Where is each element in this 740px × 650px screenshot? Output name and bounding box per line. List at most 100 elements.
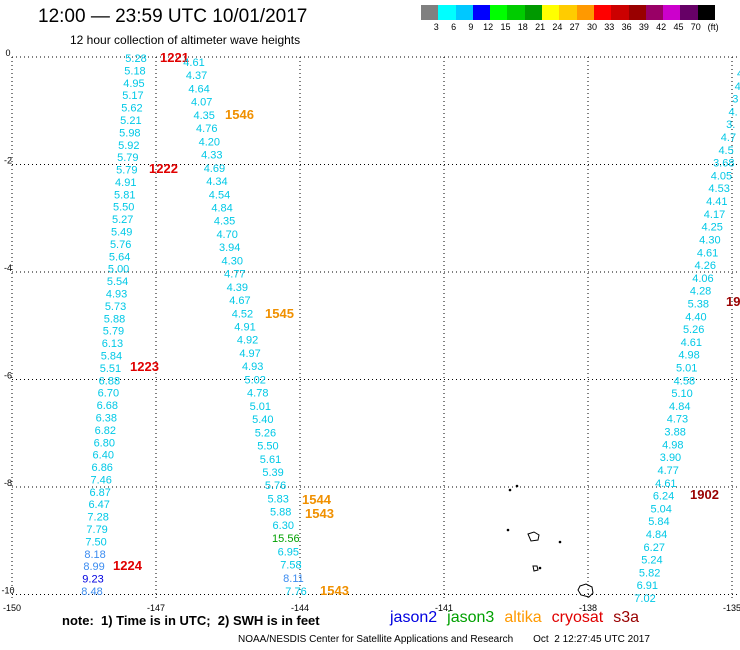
color-scale-label: (ft) <box>707 22 719 32</box>
pass-time-label: 1902 <box>690 487 719 502</box>
altimeter-tracks: 5.285.184.955.175.625.215.985.925.795.79… <box>81 50 740 605</box>
y-tick-label: -6 <box>4 371 12 381</box>
color-swatch <box>438 5 456 20</box>
wave-height-value: 6.27 <box>644 542 665 554</box>
wave-height-value: 5.84 <box>648 516 669 528</box>
wave-height-value: 8.48 <box>81 586 102 598</box>
wave-height-value: 4.53 <box>708 183 729 195</box>
wave-height-value: 4.07 <box>191 97 212 109</box>
wave-height-value: 5.27 <box>112 214 133 226</box>
wave-height-value: 5.83 <box>267 493 288 505</box>
color-scale-label: 45 <box>673 22 684 32</box>
color-scale-label: 27 <box>569 22 580 32</box>
legend-cryosat: cryosat <box>551 609 604 626</box>
track-b: 4.614.374.644.074.354.764.204.334.694.34… <box>183 57 349 598</box>
color-scale-label: 36 <box>621 22 632 32</box>
island-dot <box>538 566 542 570</box>
color-swatch <box>507 5 525 20</box>
wave-height-value: 5.39 <box>262 467 283 479</box>
island-outlines <box>506 484 594 598</box>
wave-height-value: 5.79 <box>117 152 138 164</box>
track-a: 5.285.184.955.175.625.215.985.925.795.79… <box>81 50 189 598</box>
wave-height-value: 6.70 <box>98 388 119 400</box>
wave-height-value: 5.79 <box>103 326 124 338</box>
wave-height-value: 7.50 <box>85 536 106 548</box>
wave-height-value: 4.20 <box>199 136 220 148</box>
track-c: 4434.3.4.74.53.684.054.534.414.174.254.3… <box>634 68 740 605</box>
wave-height-value: 7.58 <box>280 560 301 572</box>
wave-height-value: 4.30 <box>699 234 720 246</box>
color-swatch <box>680 5 698 20</box>
wave-height-value: 4.54 <box>209 189 230 201</box>
pass-time-label: 1543 <box>320 583 349 598</box>
wave-height-value: 5.40 <box>252 414 273 426</box>
wave-height-value: 5.88 <box>270 507 291 519</box>
pass-time-label: 1221 <box>160 50 189 65</box>
wave-height-value: 8.11 <box>283 573 304 585</box>
wave-height-value: 5.81 <box>114 189 135 201</box>
wave-height-value: 5.18 <box>124 65 145 77</box>
wave-height-value: 4.25 <box>701 222 722 234</box>
wave-height-value: 5.50 <box>257 441 278 453</box>
wave-height-value: 5.01 <box>676 363 697 375</box>
wave-height-value: 5.26 <box>683 324 704 336</box>
wave-height-value: 4.91 <box>115 177 136 189</box>
wave-height-value: 5.00 <box>108 264 129 276</box>
pass-time-label: 1545 <box>265 306 294 321</box>
wave-height-value: 4.52 <box>232 308 253 320</box>
y-tick-label: -4 <box>4 263 12 273</box>
wave-height-value: 7.46 <box>90 474 111 486</box>
credit-line: NOAA/NESDIS Center for Satellite Applica… <box>238 634 670 645</box>
wave-height-value: 5.50 <box>113 202 134 214</box>
color-swatch <box>697 5 716 20</box>
wave-height-value: 6.80 <box>94 437 115 449</box>
wave-height-value: 6.30 <box>273 520 294 532</box>
wave-height-value: 5.28 <box>125 53 146 65</box>
y-tick-label: -8 <box>4 478 12 488</box>
color-swatch <box>628 5 646 20</box>
wave-height-value: 5.24 <box>641 555 662 567</box>
pass-time-label: 1222 <box>149 161 178 176</box>
wave-height-value: 4.73 <box>667 414 688 426</box>
wave-height-value: 5.98 <box>119 127 140 139</box>
wave-height-value: 6.24 <box>653 491 674 503</box>
color-swatch <box>645 5 664 20</box>
wave-height-value: 15.56 <box>272 533 300 545</box>
wave-height-value: 6.86 <box>92 462 113 474</box>
axis-tick-labels: -150 -147 -144 -141 -138 -135 0 -2 -4 -6 -8 -10 <box>1 48 740 613</box>
island-dot <box>558 540 562 544</box>
pass-time-label: 1543 <box>305 506 334 521</box>
color-scale-label: 24 <box>552 22 563 32</box>
wave-height-value: 7.02 <box>634 593 655 605</box>
color-swatch <box>611 5 629 20</box>
wave-height-value: 5.88 <box>104 313 125 325</box>
wave-height-value: 5.01 <box>250 401 271 413</box>
color-scale-label: 6 <box>451 22 457 32</box>
color-scale-label: 18 <box>517 22 528 32</box>
color-swatch <box>559 5 577 20</box>
page-subtitle: 12 hour collection of altimeter wave hei… <box>70 33 301 47</box>
wave-height-value: 6.87 <box>89 487 110 499</box>
wave-height-value: 4.67 <box>229 295 250 307</box>
color-scale-label: 15 <box>500 22 511 32</box>
wave-height-value: 4.05 <box>711 170 732 182</box>
wave-height-value: 4.06 <box>692 273 713 285</box>
color-scale-label: 12 <box>483 22 494 32</box>
legend-s3a: s3a <box>613 609 640 626</box>
wave-height-value: 6.68 <box>97 400 118 412</box>
legend-altika: altika <box>504 609 542 626</box>
y-tick-label: -2 <box>4 156 12 166</box>
wave-height-value: 5.21 <box>120 115 141 127</box>
wave-height-value: 5.76 <box>265 480 286 492</box>
wave-height-value: 6.88 <box>99 375 120 387</box>
color-scale-bar <box>421 5 716 21</box>
color-swatch <box>663 5 681 20</box>
wave-height-value: 4.26 <box>695 260 716 272</box>
wave-height-value: 5.51 <box>100 363 121 375</box>
wave-height-value: 6.95 <box>278 546 299 558</box>
wave-height-value: 4.61 <box>655 478 676 490</box>
color-swatch <box>421 5 439 20</box>
color-swatch <box>593 5 612 20</box>
wave-height-value: 4.64 <box>188 83 209 95</box>
wave-height-value: 5.76 <box>110 239 131 251</box>
